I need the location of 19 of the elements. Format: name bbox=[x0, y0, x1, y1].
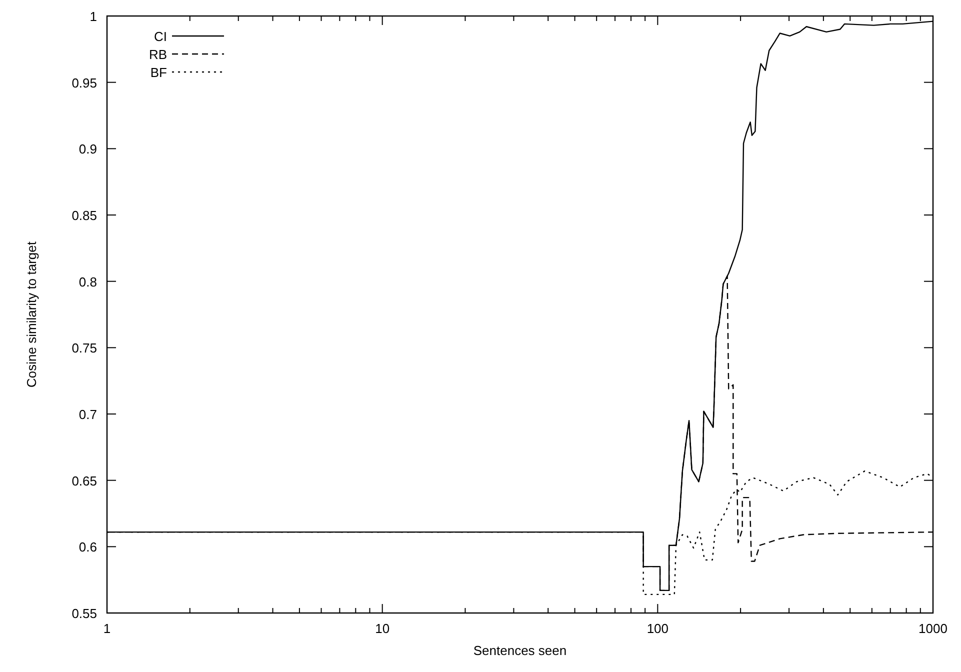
x-tick-label: 10 bbox=[375, 621, 390, 636]
legend-label: RB bbox=[148, 47, 167, 62]
x-axis-title: Sentences seen bbox=[473, 643, 567, 658]
y-tick-label: 0.85 bbox=[72, 208, 97, 223]
y-tick-label: 0.8 bbox=[78, 274, 97, 290]
y-tick-label: 0.95 bbox=[72, 75, 97, 90]
y-tick-label: 1 bbox=[90, 9, 97, 24]
legend-label: CI bbox=[154, 29, 167, 44]
y-tick-label: 0.55 bbox=[72, 606, 97, 621]
x-tick-label: 1 bbox=[103, 621, 111, 636]
y-axis-title: Cosine similarity to target bbox=[24, 241, 39, 388]
legend-label: BF bbox=[150, 65, 168, 80]
y-tick-label: 0.6 bbox=[78, 540, 97, 555]
x-tick-label: 1000 bbox=[918, 621, 948, 636]
x-tick-label: 100 bbox=[646, 621, 669, 636]
y-tick-label: 0.65 bbox=[72, 473, 97, 488]
y-tick-label: 0.9 bbox=[78, 142, 97, 157]
y-tick-label: 0.7 bbox=[78, 407, 97, 422]
y-tick-label: 0.75 bbox=[72, 340, 97, 356]
